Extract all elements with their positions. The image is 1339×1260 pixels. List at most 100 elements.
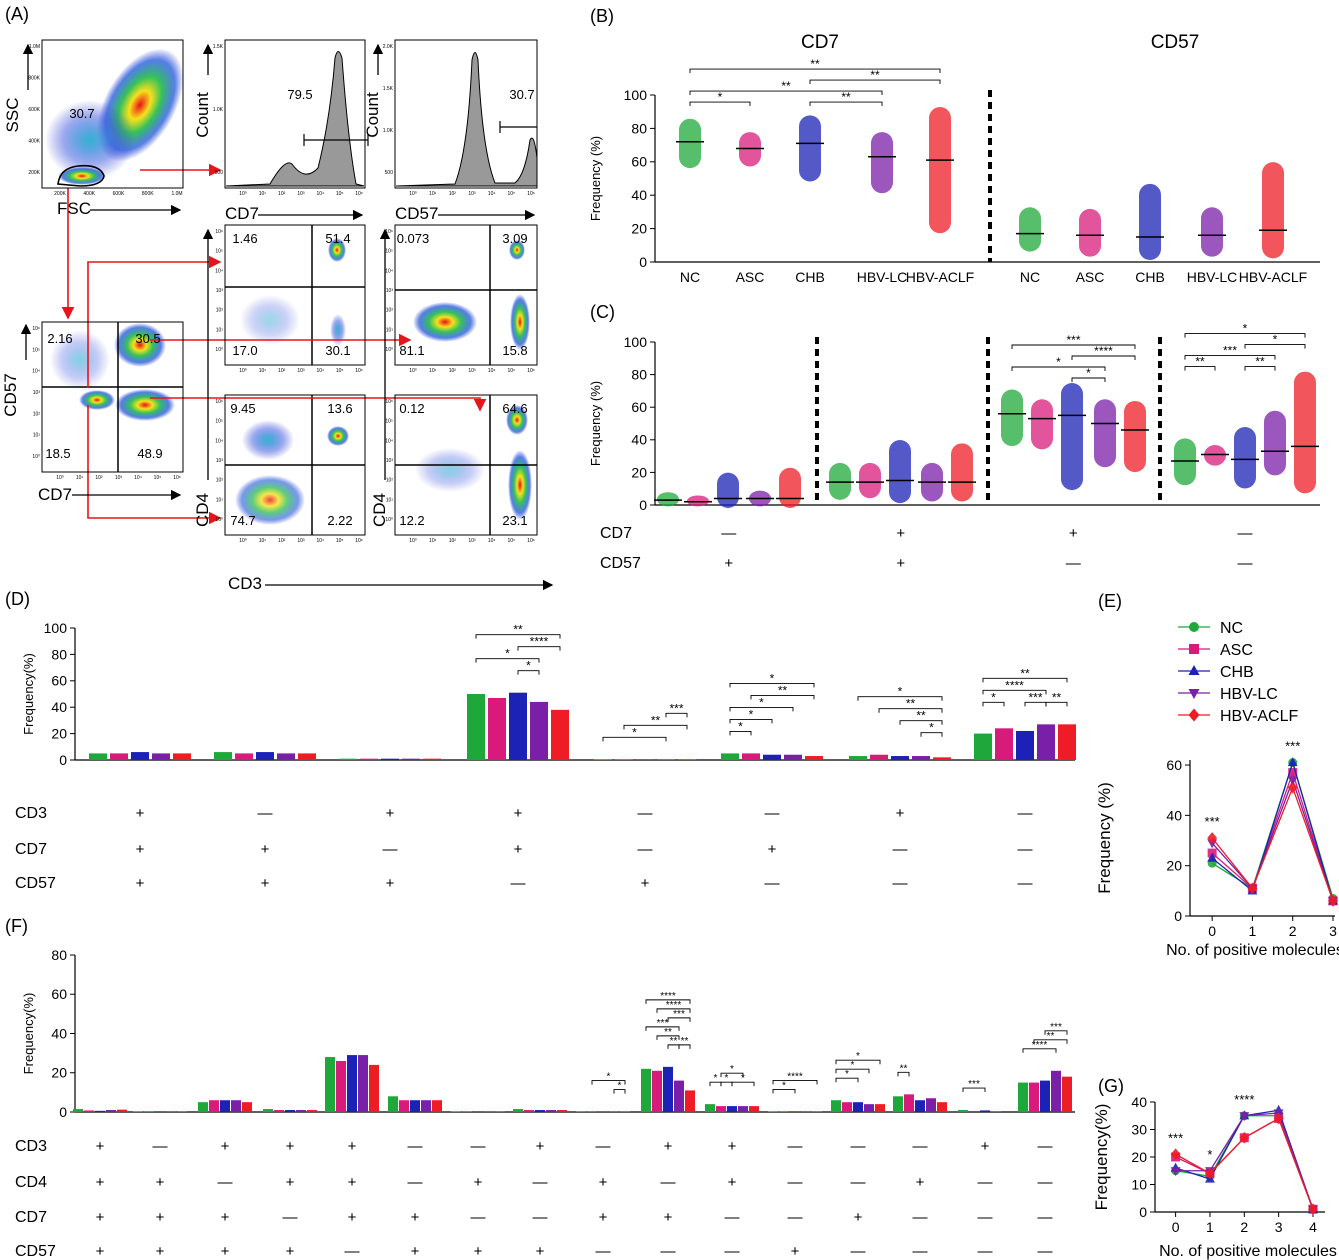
y-axis-label: Frequency(%) — [21, 653, 36, 735]
panel-label: (B) — [590, 6, 614, 26]
sign: + — [664, 1138, 673, 1155]
sign: — — [661, 1174, 676, 1191]
y-tick-label: 600K — [28, 107, 40, 113]
y-tick-label: 100 — [624, 334, 648, 350]
y-tick-label: 10³ — [386, 458, 394, 464]
y-axis-label: CD57 — [1, 373, 20, 416]
y-tick-label: 20 — [1166, 858, 1182, 874]
bar — [173, 753, 191, 760]
gate-value: 3.09 — [502, 231, 527, 246]
significance-bracket — [835, 1077, 859, 1083]
x-tick-label: 4 — [1309, 1219, 1317, 1235]
significance-bracket — [656, 1008, 691, 1013]
bar — [513, 1109, 523, 1112]
marker — [1188, 665, 1200, 675]
sign: — — [893, 841, 908, 858]
bar — [546, 1110, 556, 1112]
significance-bracket — [1033, 1039, 1068, 1044]
y-tick-label: 10⁰ — [215, 517, 223, 523]
marker — [1189, 622, 1199, 632]
bar — [891, 756, 909, 760]
bar — [198, 1102, 208, 1112]
significance-label: **** — [1005, 678, 1024, 692]
gate-value: 64.6 — [502, 401, 527, 416]
y-tick-label: 800K — [28, 76, 40, 82]
significance-bracket — [1071, 355, 1136, 361]
bar — [1058, 724, 1076, 760]
bar — [402, 758, 420, 760]
y-axis-label: Count — [363, 92, 382, 138]
significance-label: * — [725, 1073, 729, 1084]
gate-value: 51.4 — [325, 231, 350, 246]
y-tick-label: 2.0K — [383, 44, 394, 50]
x-tick-label: HBV-LC — [857, 269, 908, 285]
x-axis-label: CD7 — [225, 204, 259, 223]
sign: — — [1038, 1209, 1053, 1226]
sign: — — [383, 841, 398, 858]
row-label: CD7 — [15, 1209, 47, 1226]
x-tick-label: 10² — [449, 191, 457, 197]
bar — [594, 759, 612, 760]
marker — [1207, 852, 1218, 862]
x-tick-label: 10⁶ — [355, 368, 363, 374]
x-tick-label: 10² — [278, 191, 286, 197]
marker — [1273, 1112, 1284, 1125]
gate-value: 30.7 — [69, 106, 94, 121]
bar — [742, 753, 760, 760]
bar — [117, 1109, 127, 1112]
flow-plot-frame — [394, 39, 538, 189]
y-tick-label: 10 — [1131, 1176, 1147, 1192]
marker — [1288, 768, 1298, 778]
y-tick-label: 10³ — [216, 288, 224, 294]
sign: — — [596, 1243, 611, 1260]
bar — [926, 1098, 936, 1112]
bar — [763, 754, 781, 760]
bar — [738, 1106, 748, 1112]
dot-spread — [739, 132, 761, 167]
bar — [663, 1066, 673, 1112]
sign: + — [221, 1138, 230, 1155]
marker — [1287, 757, 1298, 767]
significance-bracket — [1045, 701, 1068, 707]
row-label: CD57 — [15, 1243, 56, 1260]
y-tick-label: 10⁵ — [215, 419, 223, 425]
bar — [551, 709, 569, 760]
significance-label: ** — [810, 57, 820, 71]
sign: + — [136, 805, 145, 822]
marker — [1287, 776, 1298, 786]
x-tick-label: 10¹ — [259, 538, 267, 544]
panel-label: (F) — [5, 916, 28, 936]
x-tick-label: 1 — [1206, 1219, 1214, 1235]
bar — [133, 1111, 143, 1112]
dot-spread — [951, 443, 973, 502]
x-tick-label: 800K — [142, 191, 154, 197]
y-tick-label: 10⁴ — [215, 268, 223, 274]
x-tick-label: 10⁵ — [336, 191, 344, 197]
y-tick-label: 40 — [631, 187, 647, 203]
x-tick-label: 10³ — [297, 368, 305, 374]
sign: + — [348, 1138, 357, 1155]
annotation: **** — [1234, 1092, 1254, 1107]
significance-bracket — [645, 999, 691, 1004]
significance-label: ** — [781, 79, 791, 93]
significance-label: * — [991, 690, 996, 704]
marker — [1239, 1131, 1250, 1144]
bar — [524, 1110, 534, 1112]
x-tick-label: 10⁴ — [488, 538, 496, 544]
sign: — — [408, 1138, 423, 1155]
sign: + — [896, 805, 905, 822]
bar — [535, 1110, 545, 1112]
significance-label: *** — [657, 1018, 669, 1029]
x-tick-label: 1 — [1249, 923, 1257, 939]
significance-label: * — [741, 1073, 745, 1084]
significance-label: * — [856, 1051, 860, 1062]
bar — [473, 1111, 483, 1112]
y-tick-label: 1.0K — [383, 128, 394, 134]
sign: — — [765, 875, 780, 892]
significance-label: * — [898, 685, 903, 699]
y-tick-label: 1.5K — [383, 86, 394, 92]
bar — [853, 1102, 863, 1112]
quadrant-lines — [42, 225, 537, 535]
significance-bracket — [1184, 366, 1216, 371]
bar — [1062, 1076, 1072, 1112]
